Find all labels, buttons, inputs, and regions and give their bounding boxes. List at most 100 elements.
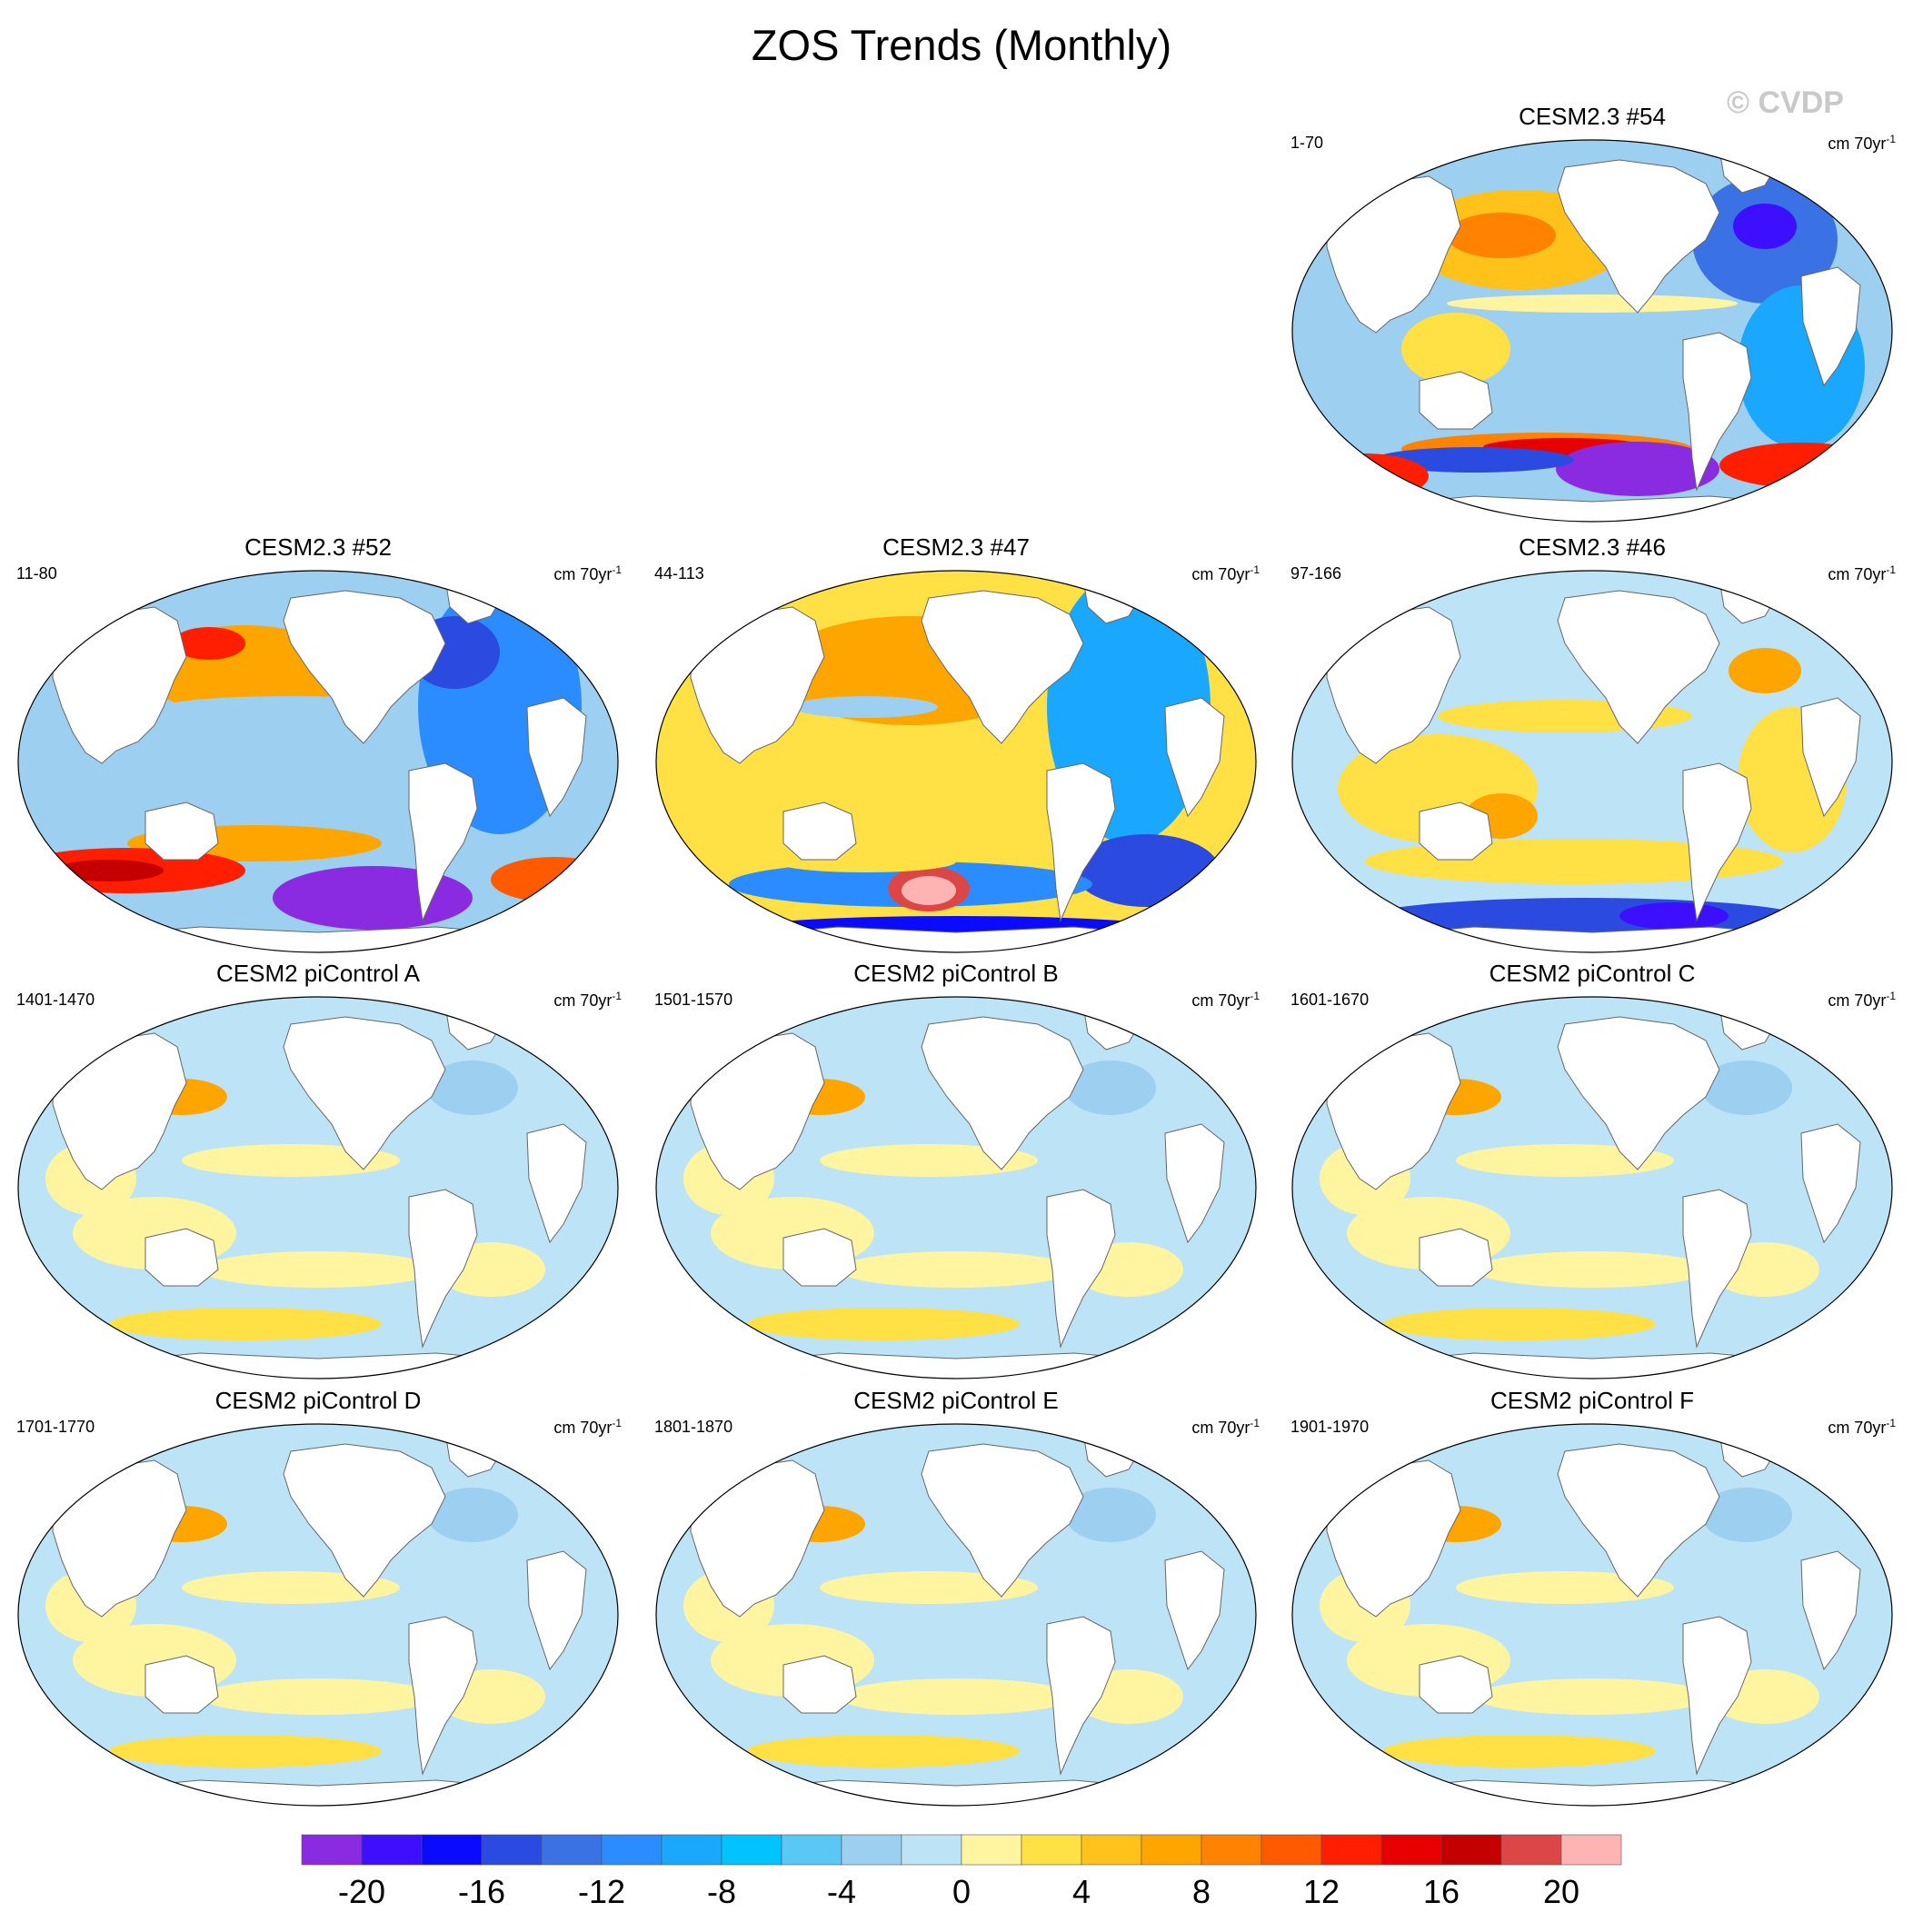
colorbar-swatch <box>1021 1834 1082 1866</box>
panel-period: 1701-1770 <box>16 1418 95 1436</box>
land-mass <box>408 1616 478 1776</box>
land-mass <box>1800 1550 1861 1671</box>
land-mass <box>1326 1032 1461 1190</box>
land-mass <box>526 1550 587 1671</box>
map-svg <box>1291 1423 1893 1807</box>
map-border <box>17 996 619 1379</box>
colorbar-swatch <box>301 1834 363 1866</box>
land-mass <box>526 697 587 818</box>
trend-contour <box>1456 1571 1674 1604</box>
map-border <box>655 570 1257 953</box>
panel-title: CESM2 piControl E <box>853 1387 1059 1414</box>
colorbar-tick-label: -4 <box>827 1873 856 1910</box>
land-mass <box>1419 371 1493 430</box>
map-panel: CESM2.3 #52 11-80 cm 70yr-1 <box>0 533 636 961</box>
colorbar-swatch <box>361 1834 423 1866</box>
colorbar-swatch <box>421 1834 483 1866</box>
panel-period: 1601-1670 <box>1290 991 1370 1009</box>
colorbar-tick-label: -16 <box>458 1873 505 1910</box>
colorbar-tick-label: 16 <box>1423 1873 1460 1910</box>
land-mass <box>1800 1123 1861 1244</box>
map-svg <box>17 570 619 953</box>
map-svg <box>655 570 1257 953</box>
panel-period: 97-166 <box>1290 564 1342 583</box>
map-svg <box>655 1423 1257 1807</box>
colorbar-tick-label: 0 <box>952 1873 971 1910</box>
colorbar-swatch <box>1081 1834 1142 1866</box>
map-panel: CESM2 piControl D 1701-1770 cm 70yr-1 <box>0 1386 636 1815</box>
colorbar-tick-label: 20 <box>1543 1873 1579 1910</box>
land-mass <box>1164 1550 1225 1671</box>
trend-contour <box>1701 1488 1792 1542</box>
panel-units: cm 70yr-1 <box>1191 1417 1260 1437</box>
land-mass <box>1682 1616 1752 1776</box>
colorbar-tick-label: 12 <box>1303 1873 1340 1910</box>
panel-title: CESM2.3 #52 <box>244 533 392 561</box>
map-svg <box>17 996 619 1379</box>
trend-contour <box>902 876 956 905</box>
panel-units: cm 70yr-1 <box>1191 563 1260 583</box>
land-mass <box>1326 606 1461 764</box>
colorbar-tick-label: -12 <box>578 1873 625 1910</box>
trend-contour <box>838 1251 1074 1288</box>
panel-units: cm 70yr-1 <box>1828 990 1896 1010</box>
land-mass <box>52 1459 187 1618</box>
colorbar-swatch <box>1141 1834 1202 1866</box>
land-mass <box>1557 159 1720 314</box>
trend-contour <box>747 1735 1020 1768</box>
land-mass <box>690 1032 825 1190</box>
land-mass <box>1557 1443 1720 1598</box>
trend-contour <box>427 1061 518 1115</box>
land-mass <box>283 1016 446 1170</box>
trend-contour <box>173 627 245 660</box>
panel-units: cm 70yr-1 <box>1828 1417 1896 1437</box>
trend-contour <box>55 860 164 881</box>
panel-units: cm 70yr-1 <box>1191 990 1260 1010</box>
cvdp-watermark: © CVDP <box>1727 85 1844 120</box>
land-mass <box>1419 802 1493 861</box>
land-mass <box>408 762 478 922</box>
trend-field <box>1292 1424 1892 1806</box>
colorbar-tick-label: 8 <box>1192 1873 1211 1910</box>
trend-contour <box>1301 453 1429 499</box>
trend-contour <box>1383 1308 1656 1340</box>
trend-contour <box>1474 1251 1710 1288</box>
trend-contour <box>182 1144 400 1177</box>
map-panel: CESM2 piControl A 1401-1470 cm 70yr-1 <box>0 959 636 1388</box>
trend-contour <box>1556 442 1719 496</box>
trend-field <box>18 571 618 952</box>
trend-field <box>1292 140 1892 522</box>
map-svg <box>655 996 1257 1379</box>
map-svg <box>1291 139 1893 523</box>
panel-units: cm 70yr-1 <box>1828 563 1896 583</box>
panel-title: CESM2 piControl F <box>1490 1387 1694 1414</box>
colorbar-swatch <box>1560 1834 1622 1866</box>
trend-contour <box>1456 1144 1674 1177</box>
panel-period: 1401-1470 <box>16 991 95 1009</box>
land-mass <box>1164 1123 1225 1244</box>
panel-period: 1901-1970 <box>1290 1418 1370 1436</box>
land-mass <box>1326 175 1461 334</box>
land-mass <box>921 590 1084 744</box>
trend-contour <box>792 696 938 718</box>
panel-units: cm 70yr-1 <box>553 990 622 1010</box>
trend-field <box>18 997 618 1379</box>
panel-units: cm 70yr-1 <box>553 1417 622 1437</box>
map-border <box>1291 139 1893 523</box>
map-svg <box>1291 570 1893 953</box>
trend-contour <box>1729 648 1801 693</box>
colorbar-swatch <box>841 1834 902 1866</box>
land-mass <box>52 606 187 764</box>
land-mass <box>690 1459 825 1618</box>
panel-units: cm 70yr-1 <box>553 563 622 583</box>
map-panel: CESM2 piControl C 1601-1670 cm 70yr-1 <box>1274 959 1910 1388</box>
land-mass <box>1419 1655 1493 1714</box>
land-mass <box>283 590 446 744</box>
map-svg <box>17 1423 619 1807</box>
land-mass <box>1682 762 1752 922</box>
land-mass <box>782 1228 857 1287</box>
land-mass <box>1326 1459 1461 1618</box>
map-panel: CESM2.3 #54 1-70 cm 70yr-1 <box>1274 102 1910 531</box>
land-mass <box>1682 1189 1752 1349</box>
colorbar-swatch <box>721 1834 782 1866</box>
